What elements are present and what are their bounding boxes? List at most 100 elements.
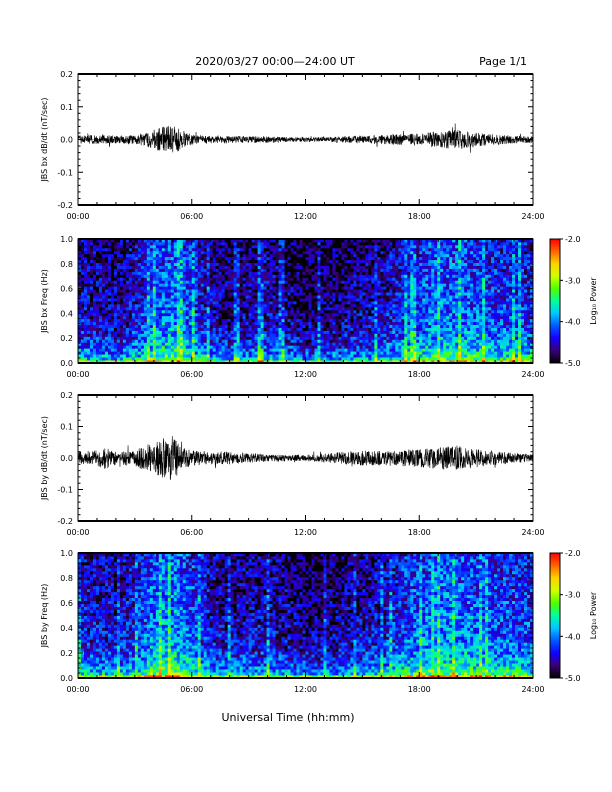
spectrogram-cell (314, 283, 318, 287)
spectrogram-cell (281, 277, 285, 281)
spectrogram-cell (128, 283, 133, 287)
spectrogram-cell (146, 256, 151, 261)
spectrogram-cell (194, 336, 199, 340)
spectrogram-cell (140, 345, 145, 349)
spectrogram-cell (95, 256, 100, 261)
spectrogram-cell (134, 312, 139, 317)
spectrogram-cell (359, 256, 363, 261)
spectrogram-cell (131, 301, 136, 305)
spectrogram-cell (299, 295, 303, 299)
spectrogram-cell (335, 354, 339, 358)
spectrogram-cell (395, 286, 399, 290)
spectrogram-cell (137, 289, 142, 293)
spectrogram-cell (176, 250, 181, 255)
spectrogram-cell (101, 268, 106, 272)
spectrogram-cell (140, 354, 145, 358)
spectrogram-cell (155, 277, 160, 281)
spectrogram-cell (143, 318, 148, 323)
spectrogram-cell (314, 342, 318, 346)
spectrogram-cell (287, 351, 291, 355)
spectrogram-cell (311, 262, 315, 266)
spectrogram-cell (131, 354, 136, 358)
spectrogram-cell (254, 309, 258, 314)
spectrogram-cell (410, 342, 414, 346)
spectrogram-cell (227, 250, 232, 255)
spectrogram-cell (95, 336, 100, 340)
spectrogram-cell (128, 315, 133, 320)
spectrogram-cell (161, 268, 166, 272)
spectrogram-cell (239, 354, 244, 358)
spectrogram-cell (344, 274, 348, 278)
spectrogram-cell (401, 268, 405, 272)
spectrogram-cell (263, 312, 267, 317)
spectrogram-cell (404, 283, 408, 287)
spectrogram-cell (128, 286, 133, 290)
spectrogram-cell (215, 354, 220, 358)
spectrogram-cell (362, 268, 366, 272)
spectrogram-cell (215, 342, 220, 346)
spectrogram-cell (101, 286, 106, 290)
spectrogram-cell (152, 354, 157, 358)
spectrogram-cell (302, 259, 306, 264)
spectrogram-cell (365, 280, 369, 284)
spectrogram-cell (251, 309, 256, 314)
spectrogram-cell (185, 333, 190, 337)
spectrogram-cell (410, 315, 414, 320)
spectrogram-cell (137, 292, 142, 296)
spectrogram-cell (341, 306, 345, 311)
spectrogram-cell (314, 321, 318, 326)
spectrogram-cell (281, 247, 285, 252)
spectrogram-cell (263, 357, 267, 361)
spectrogram-cell (86, 318, 91, 323)
spectrogram-cell (161, 324, 166, 328)
spectrogram-cell (377, 301, 381, 305)
spectrogram-cell (425, 360, 429, 364)
spectrogram-cell (344, 301, 348, 305)
spectrogram-cell (140, 312, 145, 317)
spectrogram-cell (149, 244, 154, 249)
spectrogram-cell (167, 312, 172, 317)
spectrogram-cell (383, 312, 387, 317)
spectrogram-cell (125, 256, 130, 261)
spectrogram-cell (260, 262, 264, 266)
spectrogram-cell (176, 292, 181, 296)
spectrogram-cell (209, 289, 214, 293)
spectrogram-cell (266, 298, 270, 302)
spectrogram-cell (371, 268, 375, 272)
spectrogram-cell (239, 339, 244, 343)
spectrogram-cell (284, 330, 288, 334)
spectrogram-cell (80, 330, 85, 334)
spectrogram-cell (422, 312, 426, 317)
spectrogram-cell (248, 309, 253, 314)
spectrogram-cell (161, 259, 166, 264)
spectrogram-cell (230, 309, 235, 314)
spectrogram-cell (380, 295, 384, 299)
spectrogram-cell (341, 271, 345, 275)
spectrogram-cell (245, 303, 250, 308)
spectrogram-cell (119, 292, 124, 296)
spectrogram-cell (413, 286, 417, 290)
spectrogram-cell (245, 298, 250, 302)
spectrogram-cell (422, 262, 426, 266)
spectrogram-cell (182, 241, 187, 246)
spectrogram-cell (386, 265, 390, 269)
spectrogram-cell (368, 301, 372, 305)
spectrogram-cell (245, 333, 250, 337)
spectrogram-cell (380, 298, 384, 302)
spectrogram-cell (398, 292, 402, 296)
panels: 00:00 06:00 12:00 18:00 24:00-0.2-0.10.00.10… (40, 70, 598, 694)
spectrogram-cell (320, 318, 324, 323)
spectrogram-cell (425, 339, 429, 343)
spectrogram-cell (398, 265, 402, 269)
spectrogram-cell (380, 280, 384, 284)
spectrogram-cell (296, 286, 300, 290)
spectrogram-cell (287, 256, 291, 261)
spectrogram-cell (419, 354, 423, 358)
spectrogram-cell (386, 303, 390, 308)
spectrogram-cell (164, 253, 169, 258)
spectrogram-cell (362, 239, 366, 243)
spectrogram-cell (371, 250, 375, 255)
spectrogram-cell (149, 336, 154, 340)
spectrogram-cell (107, 259, 112, 264)
spectrogram-cell (392, 262, 396, 266)
